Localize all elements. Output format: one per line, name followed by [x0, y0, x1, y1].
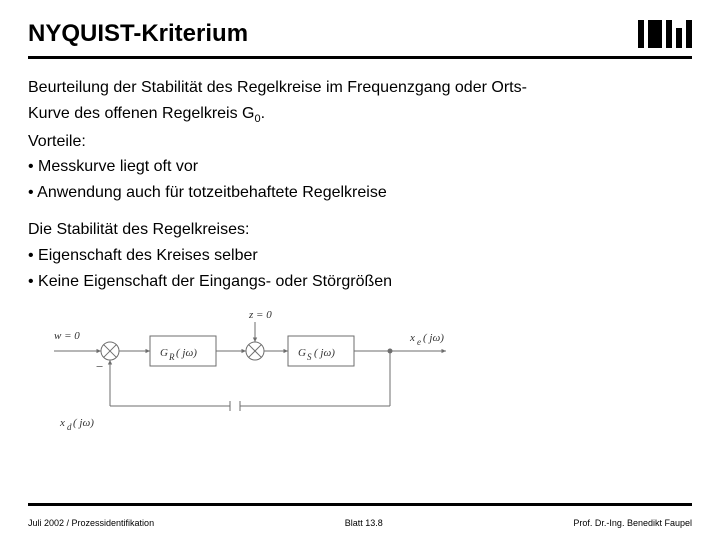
svg-text:d: d: [67, 422, 72, 432]
block-diagram: w = 0−GR( jω)z = 0GS( jω)xe( jω)xd( jω): [30, 306, 692, 443]
footer-center: Blatt 13.8: [345, 518, 383, 528]
p1-line2b: .: [261, 105, 265, 122]
svg-text:( jω): ( jω): [423, 332, 444, 344]
p1-line1: Beurteilung der Stabilität des Regelkrei…: [28, 77, 692, 99]
p2-line1: Die Stabilität des Regelkreises:: [28, 219, 692, 241]
svg-text:R: R: [168, 352, 175, 362]
svg-text:w = 0: w = 0: [54, 330, 80, 342]
svg-text:x: x: [59, 417, 65, 429]
p1-line2a: Kurve des offenen Regelkreis G: [28, 105, 255, 122]
svg-text:x: x: [409, 332, 415, 344]
p2-bullet2: • Keine Eigenschaft der Eingangs- oder S…: [28, 271, 692, 293]
body-content: Beurteilung der Stabilität des Regelkrei…: [28, 77, 692, 443]
p1-line3: Vorteile:: [28, 131, 692, 153]
svg-text:G: G: [160, 347, 168, 359]
svg-text:−: −: [96, 359, 103, 374]
svg-text:S: S: [307, 352, 312, 362]
svg-text:( jω): ( jω): [176, 347, 197, 359]
p1-bullet2: • Anwendung auch für totzeitbehaftete Re…: [28, 182, 692, 204]
htw-logo: [638, 20, 692, 48]
p1-bullet1: • Messkurve liegt oft vor: [28, 156, 692, 178]
header-rule: [28, 56, 692, 59]
svg-text:z = 0: z = 0: [248, 309, 272, 321]
svg-text:G: G: [298, 347, 306, 359]
footer-rule: [28, 503, 692, 506]
footer-left: Juli 2002 / Prozessidentifikation: [28, 518, 154, 528]
p2-bullet1: • Eigenschaft des Kreises selber: [28, 245, 692, 267]
page-title: NYQUIST-Kriterium: [28, 20, 248, 48]
svg-text:e: e: [417, 337, 421, 347]
footer-right: Prof. Dr.-Ing. Benedikt Faupel: [573, 518, 692, 528]
svg-text:( jω): ( jω): [314, 347, 335, 359]
p1-line2: Kurve des offenen Regelkreis G0.: [28, 103, 692, 127]
svg-text:( jω): ( jω): [73, 417, 94, 429]
